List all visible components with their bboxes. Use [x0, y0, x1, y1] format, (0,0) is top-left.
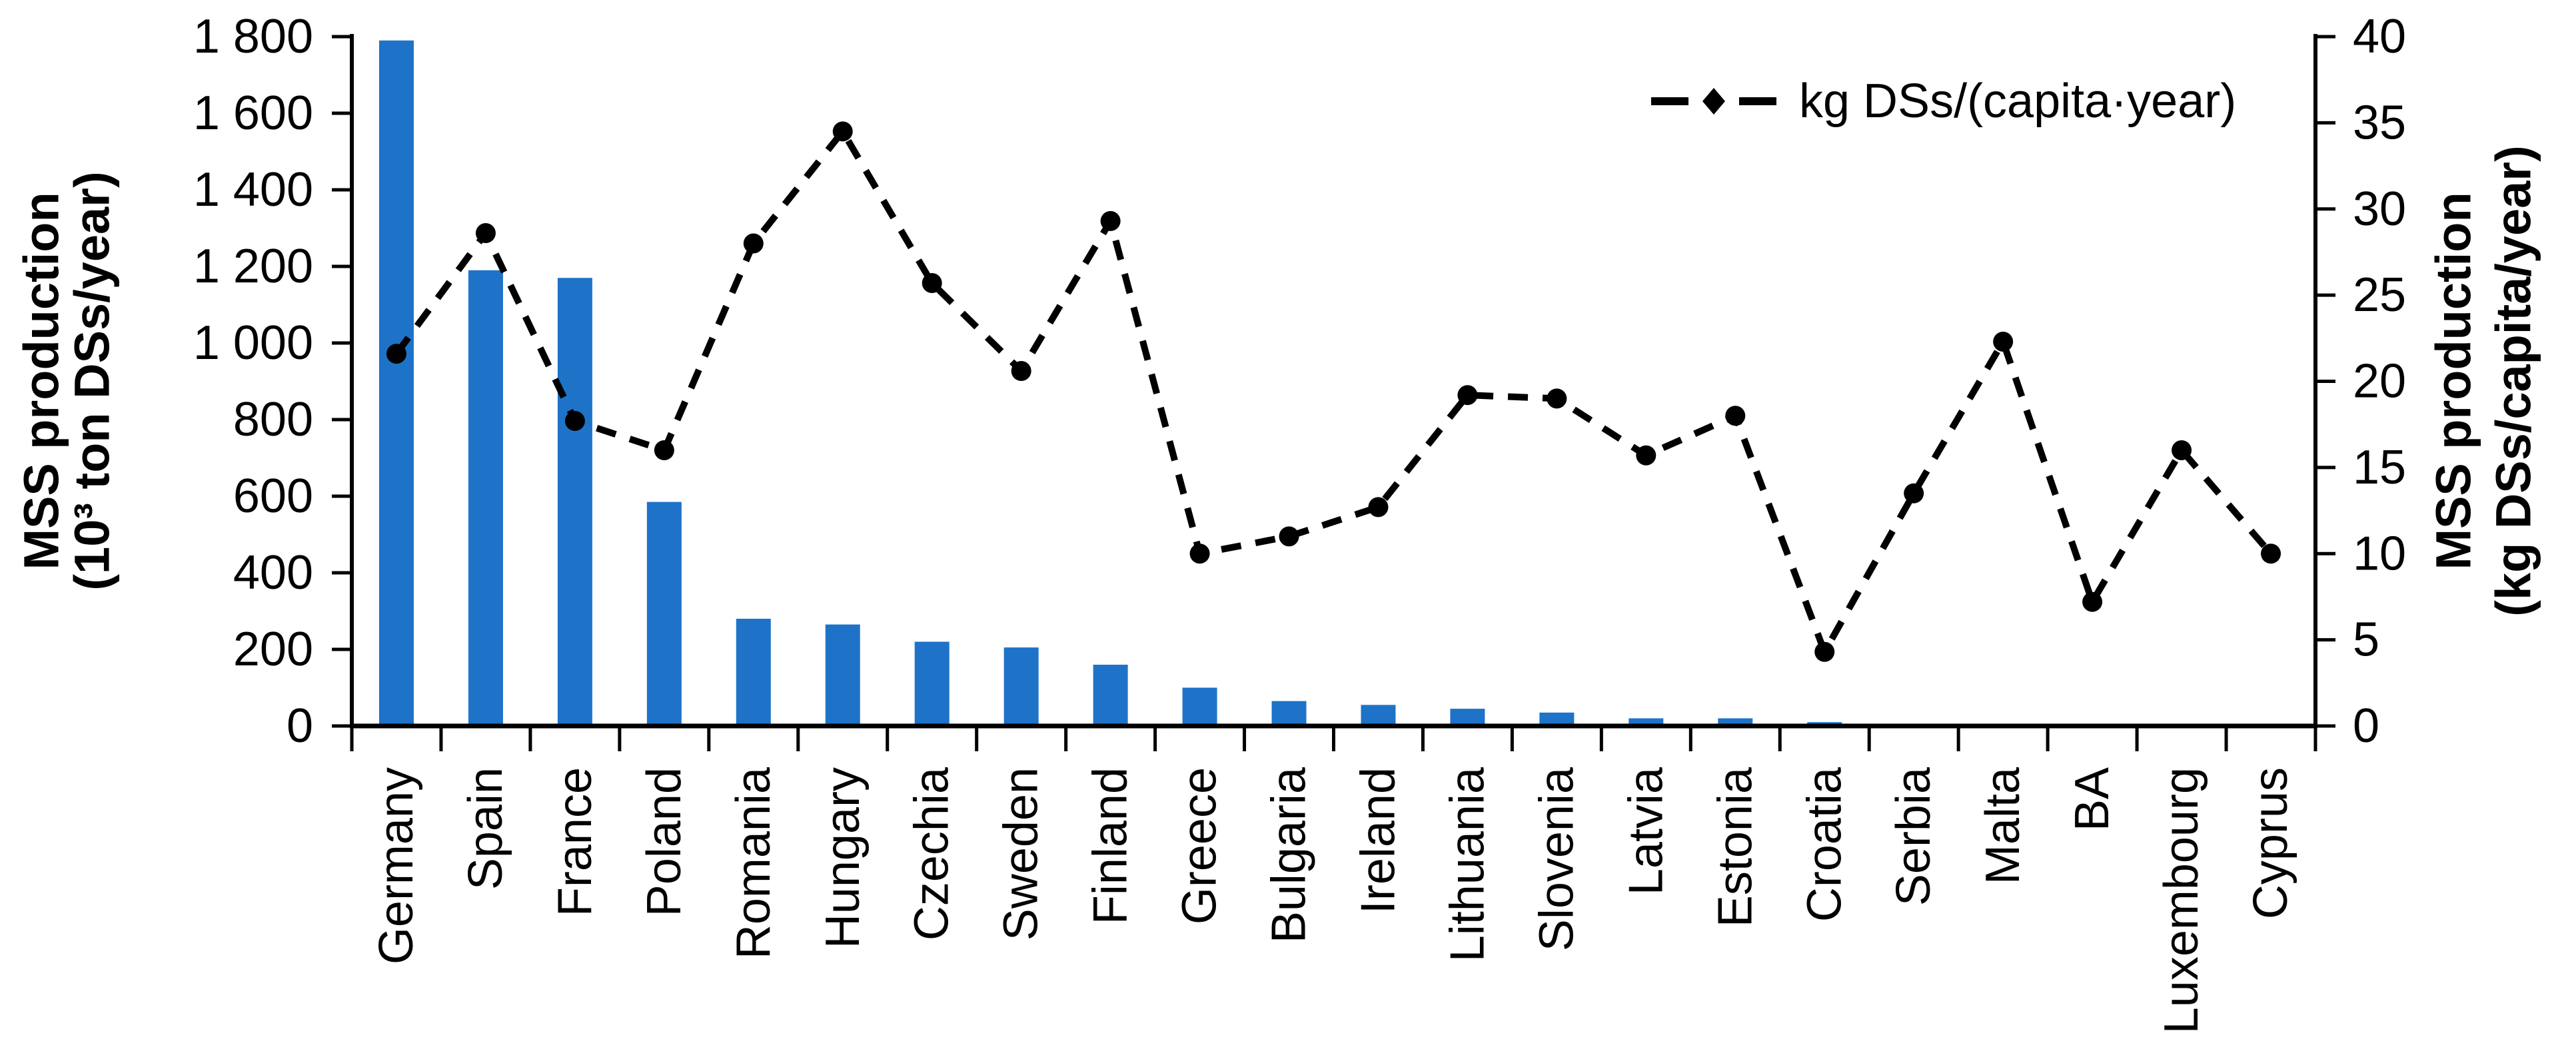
bar-poland [646, 502, 682, 726]
right-axis-tick-label: 15 [2353, 441, 2406, 494]
right-axis-tick-label: 20 [2353, 355, 2406, 408]
left-axis-ticks: 0 200 400 600 800 1 000 1 200 1 400 1 600 1 800 [193, 10, 352, 753]
left-axis-tick-label: 1 400 [193, 163, 313, 216]
bar-germany [378, 40, 414, 726]
category-label-lithuania: Lithuania [1441, 767, 1494, 962]
bar-hungary [825, 624, 860, 726]
category-label-romania: Romania [727, 767, 780, 959]
right-axis-tick-label: 30 [2353, 182, 2406, 236]
category-label-ireland: Ireland [1351, 767, 1405, 914]
right-axis-tick-label: 25 [2353, 268, 2406, 322]
category-label-serbia: Serbia [1887, 767, 1940, 906]
line-marker-lithuania [1457, 385, 1478, 406]
left-axis-tick-label: 1 000 [193, 316, 313, 370]
right-axis-tick-label: 40 [2353, 10, 2406, 63]
line-marker-luxembourg [2172, 440, 2192, 460]
left-axis-tick-label: 800 [233, 393, 313, 446]
category-label-poland: Poland [638, 767, 691, 916]
left-axis-title-line2: (10³ ton DSs/year) [65, 171, 120, 590]
bar-greece [1182, 687, 1217, 726]
legend: kg DSs/(capita·year) [1651, 75, 2236, 128]
bar-lithuania [1450, 709, 1485, 726]
bar-bulgaria [1271, 701, 1307, 726]
bar-spain [468, 270, 503, 726]
left-axis-title-line1: MSS production [14, 192, 69, 569]
bar-ireland [1361, 705, 1396, 726]
line-marker-france [564, 411, 585, 432]
line-marker-germany [386, 344, 406, 364]
category-label-bulgaria: Bulgaria [1263, 767, 1316, 943]
line-marker-ba [2082, 591, 2103, 612]
line-marker-finland [1100, 210, 1121, 231]
line-marker-malta [1993, 331, 2014, 352]
legend-diamond-marker [1702, 88, 1725, 115]
right-axis-ticks: 0 5 10 15 20 25 30 35 40 [2315, 10, 2406, 753]
line-marker-cyprus [2261, 543, 2281, 564]
line-marker-spain [475, 222, 496, 243]
line-markers [386, 121, 2281, 662]
right-axis-tick-label: 5 [2353, 613, 2379, 667]
legend-label: kg DSs/(capita·year) [1799, 75, 2236, 128]
left-axis-tick-label: 200 [233, 623, 313, 676]
right-axis-tick-label: 10 [2353, 527, 2406, 580]
category-label-france: France [548, 767, 602, 916]
left-axis-tick-label: 0 [287, 699, 313, 753]
bar-sweden [1003, 647, 1039, 726]
left-axis-tick-label: 1 800 [193, 10, 313, 63]
line-marker-bulgaria [1279, 526, 1299, 547]
category-labels: Germany Spain France Poland Romania Hungary Cz… [370, 767, 2297, 1034]
left-axis-tick-label: 1 200 [193, 240, 313, 293]
line-marker-latvia [1636, 445, 1656, 466]
line-marker-romania [743, 233, 764, 254]
bar-romania [736, 619, 771, 726]
line-marker-estonia [1725, 406, 1746, 426]
category-label-estonia: Estonia [1708, 767, 1762, 927]
category-label-germany: Germany [370, 767, 423, 964]
line-marker-poland [654, 440, 674, 460]
bar-czechia [914, 641, 950, 726]
line-marker-czechia [922, 273, 942, 294]
left-axis-tick-label: 1 600 [193, 87, 313, 140]
right-axis-title-line2: (kg DSs/capita/year) [2486, 145, 2541, 616]
line-marker-slovenia [1547, 388, 1567, 409]
bar-series [378, 40, 1842, 726]
bar-estonia [1718, 718, 1753, 726]
right-axis-tick-label: 35 [2353, 96, 2406, 149]
line-marker-ireland [1368, 497, 1389, 518]
category-label-finland: Finland [1084, 767, 1137, 924]
line-marker-croatia [1814, 641, 1835, 662]
bar-france [557, 278, 592, 726]
category-label-luxembourg: Luxembourg [2155, 767, 2208, 1034]
left-axis-tick-label: 600 [233, 470, 313, 523]
category-label-czechia: Czechia [906, 767, 959, 940]
category-label-hungary: Hungary [816, 767, 870, 948]
bar-slovenia [1539, 712, 1575, 726]
category-label-ba: BA [2066, 767, 2119, 831]
left-axis-tick-label: 400 [233, 546, 313, 599]
line-marker-sweden [1011, 360, 1031, 381]
line-kg-dss-per-capita-year [393, 125, 2273, 660]
bar-finland [1093, 665, 1128, 726]
category-label-malta: Malta [1976, 767, 2030, 884]
line-marker-hungary [832, 121, 853, 142]
right-axis-tick-label: 0 [2353, 699, 2379, 753]
category-label-latvia: Latvia [1619, 767, 1672, 895]
category-label-croatia: Croatia [1798, 767, 1851, 922]
line-marker-serbia [1904, 483, 1924, 504]
line-marker-greece [1189, 543, 1210, 564]
x-axis-ticks [350, 726, 2317, 751]
category-label-sweden: Sweden [995, 767, 1048, 940]
category-label-cyprus: Cyprus [2244, 767, 2297, 919]
category-label-slovenia: Slovenia [1530, 767, 1583, 951]
bar-latvia [1628, 718, 1664, 726]
category-label-greece: Greece [1173, 767, 1227, 924]
right-axis-title-line1: MSS production [2426, 192, 2481, 569]
category-label-spain: Spain [459, 767, 512, 890]
